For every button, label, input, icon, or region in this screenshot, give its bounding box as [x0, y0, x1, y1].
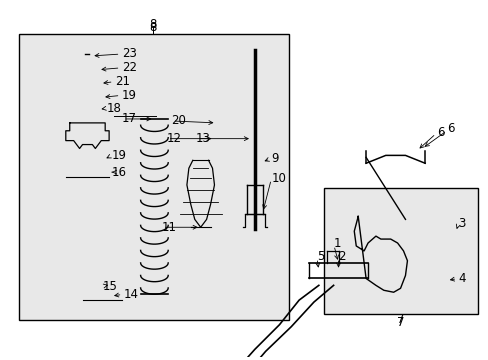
Text: 21: 21	[115, 75, 130, 88]
FancyBboxPatch shape	[323, 188, 477, 314]
Text: 10: 10	[271, 171, 286, 185]
Text: 12: 12	[166, 132, 181, 145]
Text: 7: 7	[396, 316, 404, 329]
Text: 17: 17	[122, 112, 137, 125]
Text: 9: 9	[271, 152, 279, 165]
Text: 20: 20	[171, 114, 185, 127]
Text: 11: 11	[161, 221, 176, 234]
Text: 16: 16	[112, 166, 127, 179]
Text: 8: 8	[149, 21, 157, 34]
Text: 2: 2	[338, 250, 346, 263]
Text: 15: 15	[102, 280, 117, 293]
Text: 22: 22	[122, 61, 137, 74]
Text: 19: 19	[122, 89, 137, 102]
Text: 3: 3	[458, 217, 465, 230]
Text: 1: 1	[333, 238, 341, 251]
Text: 13: 13	[195, 132, 210, 145]
Text: 7: 7	[396, 313, 404, 326]
FancyBboxPatch shape	[19, 34, 289, 320]
Text: 14: 14	[123, 288, 139, 301]
Text: 4: 4	[458, 272, 465, 285]
Text: 23: 23	[122, 48, 137, 60]
Text: 6: 6	[446, 122, 453, 135]
Text: 6: 6	[436, 126, 444, 139]
Text: 8: 8	[149, 18, 157, 31]
Text: 5: 5	[316, 250, 324, 263]
Text: 18: 18	[107, 102, 122, 114]
Text: 19: 19	[112, 149, 127, 162]
